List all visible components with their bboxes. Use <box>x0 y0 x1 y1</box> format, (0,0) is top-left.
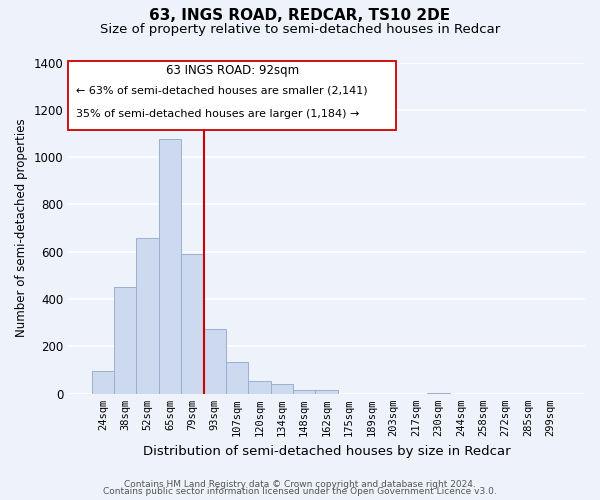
Bar <box>293 390 316 394</box>
FancyBboxPatch shape <box>68 61 397 130</box>
Text: Contains HM Land Registry data © Crown copyright and database right 2024.: Contains HM Land Registry data © Crown c… <box>124 480 476 489</box>
Bar <box>427 392 449 394</box>
Bar <box>114 288 136 394</box>
Text: ← 63% of semi-detached houses are smaller (2,141): ← 63% of semi-detached houses are smalle… <box>76 86 368 96</box>
Bar <box>316 390 338 394</box>
Bar <box>181 254 203 394</box>
Text: Contains public sector information licensed under the Open Government Licence v3: Contains public sector information licen… <box>103 487 497 496</box>
Text: 63, INGS ROAD, REDCAR, TS10 2DE: 63, INGS ROAD, REDCAR, TS10 2DE <box>149 8 451 22</box>
Bar <box>92 372 114 394</box>
Bar <box>203 328 226 394</box>
Bar <box>226 362 248 394</box>
Bar <box>271 384 293 394</box>
Text: 63 INGS ROAD: 92sqm: 63 INGS ROAD: 92sqm <box>166 64 299 77</box>
Y-axis label: Number of semi-detached properties: Number of semi-detached properties <box>15 119 28 338</box>
Bar <box>159 140 181 394</box>
Text: 35% of semi-detached houses are larger (1,184) →: 35% of semi-detached houses are larger (… <box>76 109 359 119</box>
Bar <box>248 381 271 394</box>
Bar <box>136 238 159 394</box>
Text: Size of property relative to semi-detached houses in Redcar: Size of property relative to semi-detach… <box>100 22 500 36</box>
X-axis label: Distribution of semi-detached houses by size in Redcar: Distribution of semi-detached houses by … <box>143 444 511 458</box>
